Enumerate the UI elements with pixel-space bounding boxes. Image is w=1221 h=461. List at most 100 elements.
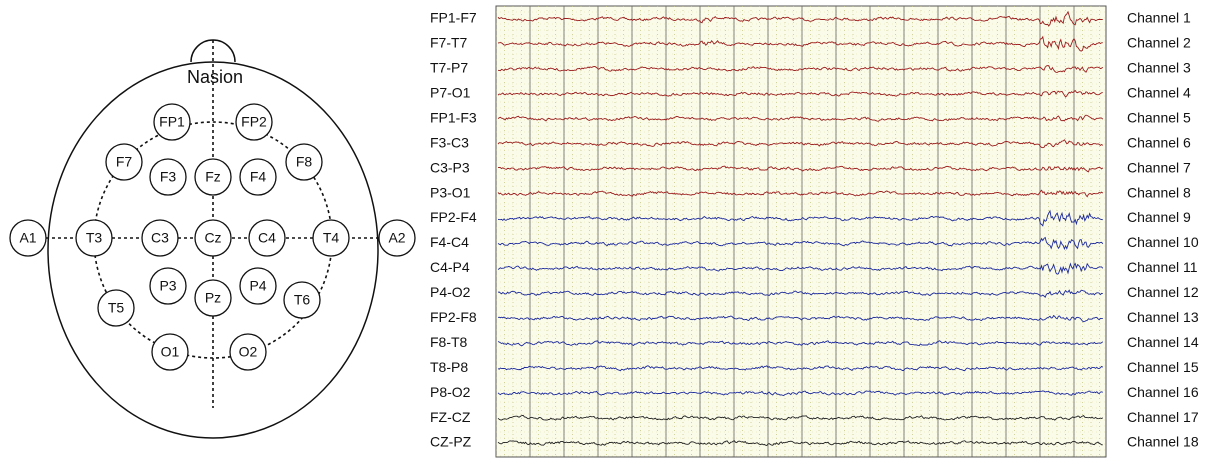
eeg-trace bbox=[497, 89, 1103, 98]
electrode: F7 bbox=[105, 143, 143, 181]
electrode-label: FP1 bbox=[159, 114, 185, 130]
montage-label: P7-O1 bbox=[430, 85, 471, 101]
electrode-circle bbox=[285, 143, 323, 181]
montage-label: FP1-F3 bbox=[430, 109, 477, 125]
montage-label: F7-T7 bbox=[430, 35, 468, 51]
eeg-trace bbox=[497, 440, 1103, 447]
channel-name: Channel 4 bbox=[1127, 85, 1191, 101]
montage-label: FZ-CZ bbox=[430, 409, 471, 425]
electrode-circle bbox=[378, 219, 416, 257]
channel-name: Channel 18 bbox=[1127, 434, 1199, 450]
electrode: F3 bbox=[149, 158, 187, 196]
eeg-trace bbox=[497, 189, 1104, 198]
electrode-circle bbox=[194, 219, 232, 257]
channel-name: Channel 9 bbox=[1127, 209, 1191, 225]
electrode-label: Fz bbox=[205, 169, 221, 185]
electrode-label: F3 bbox=[160, 169, 177, 185]
montage-label: CZ-PZ bbox=[430, 434, 472, 450]
eeg-trace bbox=[497, 35, 1103, 52]
montage-label: FP2-F8 bbox=[430, 309, 477, 325]
electrode-label: C3 bbox=[151, 230, 169, 246]
electrode: FP2 bbox=[235, 103, 273, 141]
channel-name: Channel 16 bbox=[1127, 384, 1199, 400]
electrode: F8 bbox=[285, 143, 323, 181]
head-diagram: Nasion FP1 FP2 F7 F3 Fz F4 F8 A1 T3 C3 Cz C4 T4 A2 P3 P… bbox=[9, 39, 416, 439]
eeg-trace bbox=[497, 236, 1104, 251]
nasion-label: Nasion bbox=[187, 67, 243, 87]
electrode-label: F4 bbox=[250, 169, 267, 185]
montage-label: T7-P7 bbox=[430, 60, 468, 76]
electrode: T5 bbox=[97, 289, 135, 327]
channel-name: Channel 6 bbox=[1127, 134, 1191, 150]
montage-label: F4-C4 bbox=[430, 234, 469, 250]
electrode-label: A2 bbox=[388, 230, 405, 246]
montage-label: FP2-F4 bbox=[430, 209, 477, 225]
electrode-circle bbox=[149, 158, 187, 196]
electrode: F4 bbox=[239, 158, 277, 196]
channel-name: Channel 14 bbox=[1127, 334, 1199, 350]
channel-name: Channel 8 bbox=[1127, 184, 1191, 200]
eeg-trace bbox=[497, 10, 1103, 27]
channel-name: Channel 3 bbox=[1127, 60, 1191, 76]
electrode-circle bbox=[105, 143, 143, 181]
channel-name: Channel 15 bbox=[1127, 359, 1199, 375]
eeg-trace bbox=[497, 139, 1104, 149]
electrode-circle bbox=[248, 219, 286, 257]
electrode-circle bbox=[194, 279, 232, 317]
electrode-label: F8 bbox=[296, 154, 313, 170]
electrode-circle bbox=[97, 289, 135, 327]
electrode-label: Cz bbox=[204, 230, 221, 246]
electrode: A1 bbox=[9, 219, 47, 257]
electrode: Pz bbox=[194, 279, 232, 317]
electrode-circle bbox=[141, 219, 179, 257]
electrode: C4 bbox=[248, 219, 286, 257]
eeg-trace bbox=[497, 165, 1104, 173]
channel-name: Channel 17 bbox=[1127, 409, 1199, 425]
eeg-trace bbox=[497, 365, 1104, 372]
electrode: O1 bbox=[151, 333, 189, 371]
electrode-circle bbox=[149, 267, 187, 305]
eeg-trace bbox=[497, 209, 1103, 227]
electrode-label: T4 bbox=[323, 230, 340, 246]
channel-name: Channel 13 bbox=[1127, 309, 1199, 325]
electrode-label: A1 bbox=[19, 230, 36, 246]
electrode-label: P3 bbox=[159, 278, 176, 294]
electrode-label: O2 bbox=[239, 344, 258, 360]
montage-label: F8-T8 bbox=[430, 334, 468, 350]
eeg-trace bbox=[497, 340, 1104, 347]
electrode-label: T6 bbox=[294, 292, 311, 308]
electrode: C3 bbox=[141, 219, 179, 257]
montage-label: T8-P8 bbox=[430, 359, 468, 375]
electrode: T3 bbox=[75, 219, 113, 257]
channel-name: Channel 11 bbox=[1127, 259, 1198, 275]
electrode: T4 bbox=[312, 219, 350, 257]
electrode: A2 bbox=[378, 219, 416, 257]
channel-name: Channel 12 bbox=[1127, 284, 1199, 300]
eeg-trace bbox=[497, 289, 1103, 298]
electrode: O2 bbox=[229, 333, 267, 371]
electrode: P4 bbox=[239, 267, 277, 305]
montage-label: P4-O2 bbox=[430, 284, 471, 300]
electrode-circle bbox=[283, 281, 321, 319]
channel-name: Channel 1 bbox=[1127, 10, 1191, 26]
montage-label: FP1-F7 bbox=[430, 10, 477, 26]
montage-label: P8-O2 bbox=[430, 384, 471, 400]
channel-name: Channel 2 bbox=[1127, 35, 1191, 51]
electrode-label: C4 bbox=[258, 230, 276, 246]
electrode: Cz bbox=[194, 219, 232, 257]
electrode-circle bbox=[194, 158, 232, 196]
montage-label: F3-C3 bbox=[430, 134, 469, 150]
electrode-label: Pz bbox=[205, 290, 221, 306]
eeg-panel bbox=[495, 5, 1107, 458]
electrode-circle bbox=[235, 103, 273, 141]
montage-label: P3-O1 bbox=[430, 184, 471, 200]
electrode-circle bbox=[239, 267, 277, 305]
eeg-trace bbox=[497, 390, 1103, 396]
electrode-label: P4 bbox=[249, 278, 266, 294]
electrode-circle bbox=[312, 219, 350, 257]
eeg-trace bbox=[497, 114, 1104, 122]
eeg-trace bbox=[497, 65, 1104, 73]
electrode-circle bbox=[229, 333, 267, 371]
electrode-circle bbox=[153, 103, 191, 141]
